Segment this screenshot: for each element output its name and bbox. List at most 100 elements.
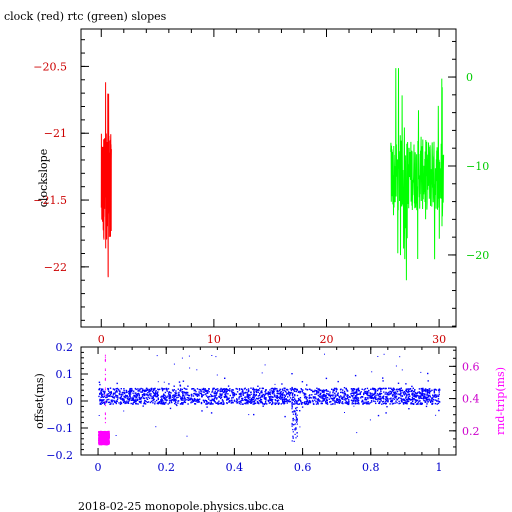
offset-point <box>198 400 200 402</box>
offset-point <box>312 396 315 398</box>
offset-point <box>137 403 139 405</box>
rnd-trip-point <box>100 433 102 436</box>
offset-point <box>270 395 272 397</box>
offset-point <box>128 390 130 392</box>
offset-point <box>219 389 221 391</box>
offset-point <box>425 397 428 400</box>
offset-point <box>271 392 274 395</box>
offset-point <box>278 390 281 392</box>
offset-point <box>201 388 203 390</box>
offset-point <box>349 396 351 399</box>
offset-point <box>288 391 290 393</box>
offset-point <box>224 394 227 397</box>
offset-point <box>249 401 252 403</box>
offset-point <box>400 387 402 389</box>
offset-point <box>257 402 260 404</box>
offset-point <box>371 394 373 396</box>
bottom-y-axis-left: −0.2−0.100.10.2 <box>46 341 88 462</box>
offset-point <box>107 401 110 404</box>
offset-point <box>121 397 124 400</box>
offset-point <box>181 398 183 400</box>
offset-point <box>163 403 166 405</box>
offset-point <box>294 433 296 435</box>
offset-point <box>168 402 171 404</box>
offset-point <box>163 402 165 405</box>
offset-point <box>255 391 258 394</box>
offset-point <box>295 427 297 429</box>
offset-point <box>223 402 225 404</box>
offset-point <box>296 394 299 397</box>
top-panel: 0 10 20 30 −22−21.5−21−20.5 −20−100 clocksl… <box>33 28 489 346</box>
offset-point <box>154 401 156 403</box>
offset-point <box>434 396 436 398</box>
offset-point <box>211 395 214 397</box>
offset-point <box>249 397 251 399</box>
offset-point <box>429 396 431 398</box>
offset-point <box>278 393 281 395</box>
offset-point <box>321 395 324 397</box>
offset-point <box>364 401 366 403</box>
rnd-trip-point <box>102 441 105 443</box>
rnd-trip-point <box>100 439 103 441</box>
offset-point <box>367 396 369 399</box>
offset-point <box>292 437 294 439</box>
offset-point <box>373 394 375 396</box>
offset-point <box>98 415 100 416</box>
offset-point <box>235 393 237 396</box>
rnd-trip-point <box>98 439 100 442</box>
offset-point <box>370 401 373 403</box>
offset-point <box>304 397 306 399</box>
offset-point <box>316 387 318 389</box>
offset-point <box>99 402 101 404</box>
offset-point <box>173 398 176 401</box>
offset-point <box>426 399 428 402</box>
top-y-axis-right: −20−100 <box>448 40 489 327</box>
offset-point <box>271 398 274 401</box>
offset-point <box>247 402 249 405</box>
offset-point <box>141 391 143 393</box>
offset-point <box>341 401 344 403</box>
offset-point <box>130 390 133 392</box>
offset-point <box>226 388 228 390</box>
offset-point <box>295 399 297 402</box>
offset-point <box>215 394 218 396</box>
offset-point <box>355 395 357 397</box>
offset-point <box>263 403 266 405</box>
offset-point <box>353 398 355 400</box>
offset-point <box>438 401 441 403</box>
offset-point <box>146 389 148 391</box>
offset-point <box>291 411 293 413</box>
offset-point <box>225 391 227 394</box>
offset-point <box>317 398 319 400</box>
offset-point <box>177 388 179 390</box>
offset-point <box>417 391 419 394</box>
offset-point <box>280 395 282 398</box>
offset-point <box>369 394 371 397</box>
offset-point <box>408 398 411 400</box>
offset-point <box>132 398 134 400</box>
offset-point <box>368 389 370 392</box>
offset-point <box>109 387 112 389</box>
offset-point <box>362 403 364 405</box>
offset-point <box>357 387 360 389</box>
offset-point <box>425 389 427 392</box>
offset-point <box>155 394 157 396</box>
offset-point <box>356 400 358 402</box>
offset-point <box>385 412 387 414</box>
offset-point <box>411 397 414 399</box>
offset-point <box>334 394 336 396</box>
offset-point <box>301 402 304 404</box>
offset-point <box>339 389 342 391</box>
offset-point <box>256 400 259 403</box>
offset-point <box>390 391 393 393</box>
offset-point <box>341 402 343 404</box>
offset-point <box>381 403 383 405</box>
offset-point <box>416 395 418 397</box>
offset-point <box>173 394 175 396</box>
offset-point <box>332 392 334 394</box>
rtc-line <box>390 68 445 281</box>
offset-point <box>255 388 258 391</box>
offset-point <box>165 389 168 391</box>
offset-point <box>222 403 224 405</box>
offset-point <box>130 391 132 393</box>
